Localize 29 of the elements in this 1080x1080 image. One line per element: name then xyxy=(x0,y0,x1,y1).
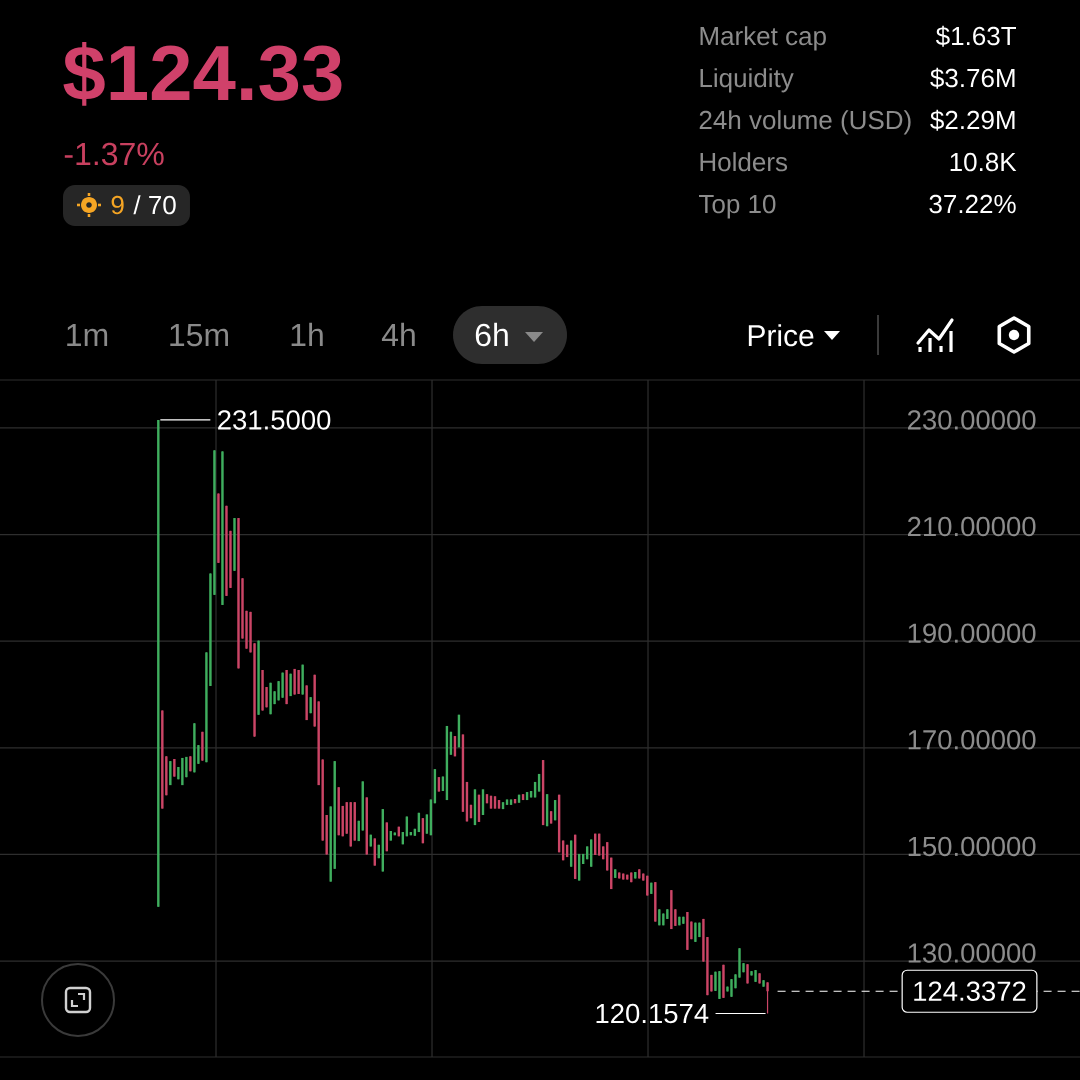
text: 37.22% xyxy=(929,194,1016,214)
text: $1.63T xyxy=(935,25,1016,47)
chart-title: $124.33 xyxy=(63,42,342,106)
y-tick-label: 130.00000 xyxy=(908,943,1036,963)
text: 1m xyxy=(67,323,108,346)
y-tick-label: 210.00000 xyxy=(908,516,1036,537)
text: Top 10 xyxy=(699,194,776,219)
text: 1h xyxy=(291,322,323,346)
text: Liquidity xyxy=(700,68,794,93)
annotation: 231.5000 xyxy=(218,410,331,430)
text: 10.8K xyxy=(950,152,1017,172)
text: 4h xyxy=(381,322,415,346)
text: $3.76M xyxy=(930,67,1015,89)
y-tick-label: 230.00000 xyxy=(908,410,1036,430)
chart-subtitle: -1.37% xyxy=(64,142,164,166)
text: Market cap xyxy=(700,26,826,51)
ref-line-label: 124.3372 xyxy=(914,981,1026,1001)
y-tick-label: 170.00000 xyxy=(908,730,1036,750)
y-tick-label: 150.00000 xyxy=(908,836,1036,857)
text: Holders xyxy=(700,152,788,172)
text: Price xyxy=(748,324,814,347)
text: / 70 xyxy=(133,195,176,215)
text: 6h xyxy=(475,322,508,347)
annotation: 120.1574 xyxy=(596,1003,709,1024)
y-tick-label: 190.00000 xyxy=(908,623,1036,643)
text: $2.29M xyxy=(930,109,1015,131)
text: 15m xyxy=(170,323,228,347)
text: 24h volume (USD) xyxy=(699,110,911,135)
text: 9 xyxy=(111,195,124,215)
